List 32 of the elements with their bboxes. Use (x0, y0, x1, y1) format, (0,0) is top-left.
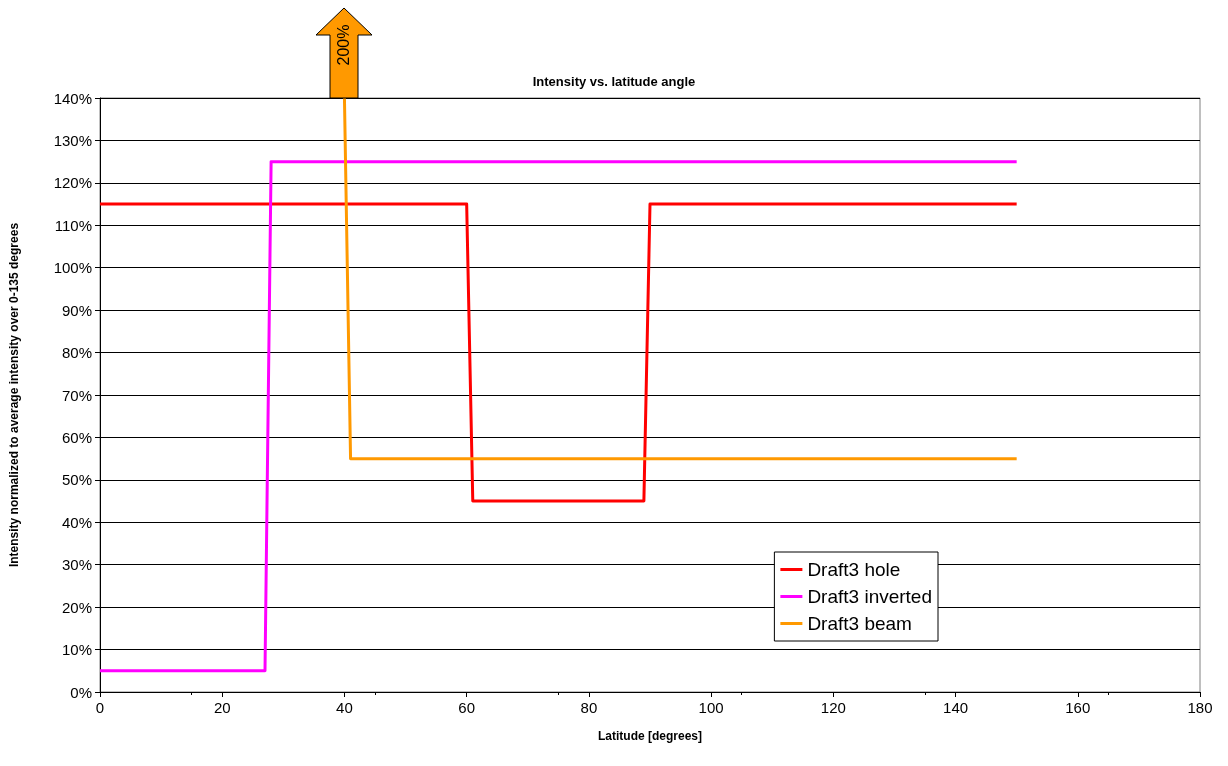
y-tick-label: 20% (61, 598, 92, 616)
y-tick-label: 120% (53, 174, 92, 192)
y-tick-label: 40% (61, 513, 92, 531)
y-tick-label: 100% (53, 259, 92, 277)
y-tick-label: 80% (61, 344, 92, 362)
y-tick-label: 90% (61, 301, 92, 319)
x-tick-label: 60 (458, 699, 476, 716)
y-tick-label: 70% (61, 386, 92, 404)
x-tick-label: 120 (820, 699, 846, 716)
annotation: 200% (335, 23, 354, 68)
x-axis-title: Latitude [degrees] (597, 729, 703, 743)
y-axis-title: Intensity normalized to average intensity over 0-135 degrees (7, 222, 21, 568)
x-tick-label: 80 (580, 699, 598, 716)
y-tick-label: 110% (54, 216, 92, 234)
x-tick-label: 0 (95, 699, 105, 716)
x-tick-label: 140 (943, 699, 969, 716)
x-tick-label: 40 (336, 699, 353, 716)
y-tick-label: 50% (61, 471, 92, 489)
chart-title: Intensity vs. latitude angle (532, 74, 696, 89)
y-tick-label: 30% (61, 556, 92, 574)
legend-label: Draft3 beam (807, 613, 912, 634)
x-tick-label: 100 (698, 699, 724, 716)
y-tick-label: 140% (53, 89, 92, 107)
x-tick-label: 160 (1065, 699, 1091, 716)
legend-label: Draft3 hole (807, 559, 901, 580)
y-tick-label: 10% (61, 641, 92, 659)
y-tick-label: 0% (70, 683, 92, 701)
legend-label: Draft3 inverted (807, 586, 933, 607)
y-tick-label: 130% (53, 131, 92, 149)
x-tick-label: 20 (213, 699, 231, 716)
x-tick-label: 180 (1187, 699, 1213, 716)
y-tick-label: 60% (61, 428, 92, 446)
